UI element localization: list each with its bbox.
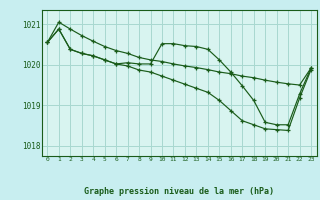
Text: Graphe pression niveau de la mer (hPa): Graphe pression niveau de la mer (hPa) bbox=[84, 187, 274, 196]
